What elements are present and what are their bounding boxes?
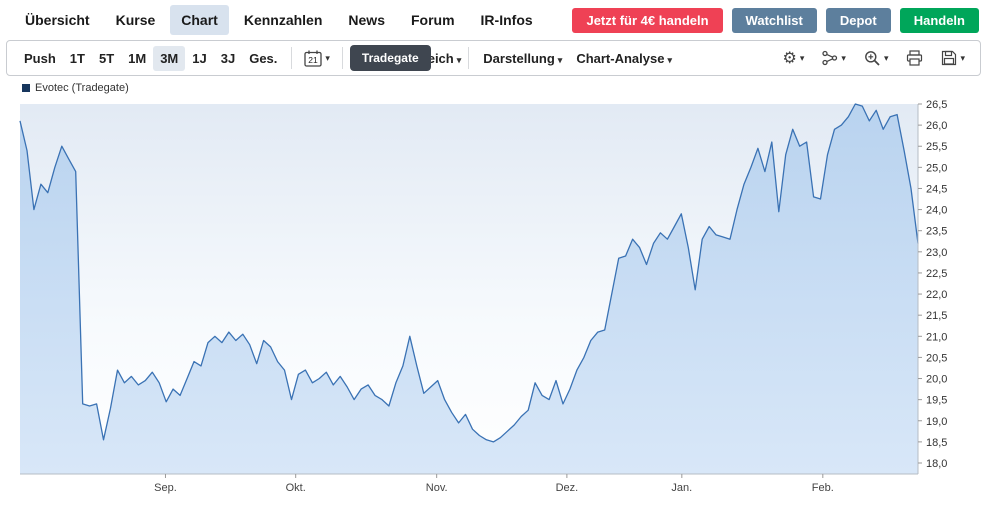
printer-icon xyxy=(907,50,923,66)
toolbar-icon-group: ⚙ ▾ ▾ ▾ xyxy=(778,46,970,70)
y-axis-label: 22,0 xyxy=(926,289,947,301)
push-toggle[interactable]: Push xyxy=(24,50,56,66)
gear-icon: ⚙ xyxy=(782,48,797,67)
toolbar-divider xyxy=(468,47,470,69)
calendar-icon: 21 xyxy=(304,50,323,67)
handeln-button[interactable]: Handeln xyxy=(899,7,979,33)
chevron-down-icon: ▾ xyxy=(325,52,330,63)
tab-kurse[interactable]: Kurse xyxy=(115,12,156,28)
range-1j[interactable]: 1J xyxy=(192,50,207,66)
y-axis-label: 18,5 xyxy=(926,437,947,449)
chart-legend: Evotec (Tradegate) xyxy=(22,82,129,94)
settings-dropdown[interactable]: ⚙ ▾ xyxy=(778,46,810,70)
tab-kennzahlen[interactable]: Kennzahlen xyxy=(243,12,323,28)
depot-button[interactable]: Depot xyxy=(825,7,891,33)
chevron-down-icon: ▾ xyxy=(667,54,672,65)
compare-dropdown[interactable]: Vergleich▾ Tradegate xyxy=(349,45,462,71)
y-axis-label: 23,0 xyxy=(926,247,947,259)
y-axis-label: 24,0 xyxy=(926,205,947,217)
y-axis-label: 25,0 xyxy=(926,162,947,174)
trade-promo-button[interactable]: Jetzt für 4€ handeln xyxy=(572,7,723,33)
price-area-fill xyxy=(20,104,918,474)
y-axis-label: 26,0 xyxy=(926,120,947,132)
chevron-down-icon: ▾ xyxy=(883,52,889,63)
chart-area: Evotec (Tradegate) 26,5 26,0 25,5 25,0 24,5 2… xyxy=(0,76,987,505)
y-axis-label: 20,0 xyxy=(926,374,947,386)
legend-label: Evotec (Tradegate) xyxy=(35,82,129,94)
x-axis-label: Okt. xyxy=(286,482,306,494)
legend-color-swatch xyxy=(22,84,30,92)
toolbar-divider xyxy=(341,47,343,69)
tab-forum[interactable]: Forum xyxy=(410,12,455,28)
range-gesamt[interactable]: Ges. xyxy=(249,50,278,66)
chart-toolbar: Push 1T 5T 1M 3M 1J 3J Ges. 21 ▾ Verglei… xyxy=(6,40,981,76)
y-axis-label: 21,5 xyxy=(926,310,947,322)
darstellung-dropdown[interactable]: Darstellung ▾ xyxy=(483,50,563,66)
zoom-in-icon xyxy=(865,51,880,66)
toolbar-divider xyxy=(291,47,293,69)
zoom-dropdown[interactable]: ▾ xyxy=(859,46,894,70)
y-axis-label: 19,5 xyxy=(926,395,947,407)
chevron-down-icon: ▾ xyxy=(960,52,965,63)
y-axis-label: 23,5 xyxy=(926,226,947,238)
y-axis-label: 22,5 xyxy=(926,268,947,280)
range-1m[interactable]: 1M xyxy=(128,50,147,66)
x-axis-label: Jan. xyxy=(671,482,692,494)
tab-uebersicht[interactable]: Übersicht xyxy=(25,12,90,28)
range-3j[interactable]: 3J xyxy=(220,50,236,66)
tab-chart[interactable]: Chart xyxy=(170,5,229,35)
x-axis-label: Nov. xyxy=(426,482,448,494)
price-chart[interactable]: 26,5 26,0 25,5 25,0 24,5 24,0 23,5 23,0 22,5 22,0… xyxy=(0,76,987,505)
chevron-down-icon: ▾ xyxy=(557,54,563,65)
x-axis-label: Feb. xyxy=(812,482,834,494)
chevron-down-icon: ▾ xyxy=(799,52,805,63)
section-tabs: Übersicht Kurse Chart Kennzahlen News Fo… xyxy=(14,5,544,35)
calendar-day: 21 xyxy=(309,55,319,65)
tab-news[interactable]: News xyxy=(348,12,385,28)
x-axis-label: Dez. xyxy=(556,482,579,494)
x-axis-label: Sep. xyxy=(154,482,177,494)
range-1t[interactable]: 1T xyxy=(69,50,85,66)
y-axis-label: 24,5 xyxy=(926,183,947,195)
price-line xyxy=(19,103,919,443)
chart-analyse-dropdown[interactable]: Chart-Analyse ▾ xyxy=(576,50,672,66)
range-3m[interactable]: 3M xyxy=(153,45,186,71)
y-axis-label: 19,0 xyxy=(926,416,947,428)
share-icon xyxy=(822,50,838,66)
y-axis-label: 20,5 xyxy=(926,352,947,364)
tab-ir-infos[interactable]: IR-Infos xyxy=(480,12,533,28)
range-5t[interactable]: 5T xyxy=(98,50,115,66)
y-axis-label: 26,5 xyxy=(926,99,947,111)
y-axis-label: 21,0 xyxy=(926,331,947,343)
print-button[interactable] xyxy=(901,46,928,70)
y-axis-label: 25,5 xyxy=(926,141,947,153)
account-actions: Jetzt für 4€ handeln Watchlist Depot Han… xyxy=(572,7,979,33)
y-axis-labels: 26,5 26,0 25,5 25,0 24,5 24,0 23,5 23,0 22,5 22,0… xyxy=(918,99,947,470)
top-navigation: Übersicht Kurse Chart Kennzahlen News Fo… xyxy=(0,0,987,40)
chevron-down-icon: ▾ xyxy=(456,54,462,65)
chevron-down-icon: ▾ xyxy=(841,52,846,63)
calendar-dropdown[interactable]: 21 ▾ xyxy=(299,46,335,71)
x-axis-labels: Sep. Okt. Nov. Dez. Jan. Feb. xyxy=(154,474,834,494)
save-icon xyxy=(942,50,957,66)
exchange-dropdown[interactable]: Tradegate xyxy=(349,45,431,71)
save-dropdown[interactable]: ▾ xyxy=(936,46,970,70)
y-axis-label: 18,0 xyxy=(926,458,947,470)
share-dropdown[interactable]: ▾ xyxy=(817,46,851,70)
watchlist-button[interactable]: Watchlist xyxy=(731,7,817,33)
